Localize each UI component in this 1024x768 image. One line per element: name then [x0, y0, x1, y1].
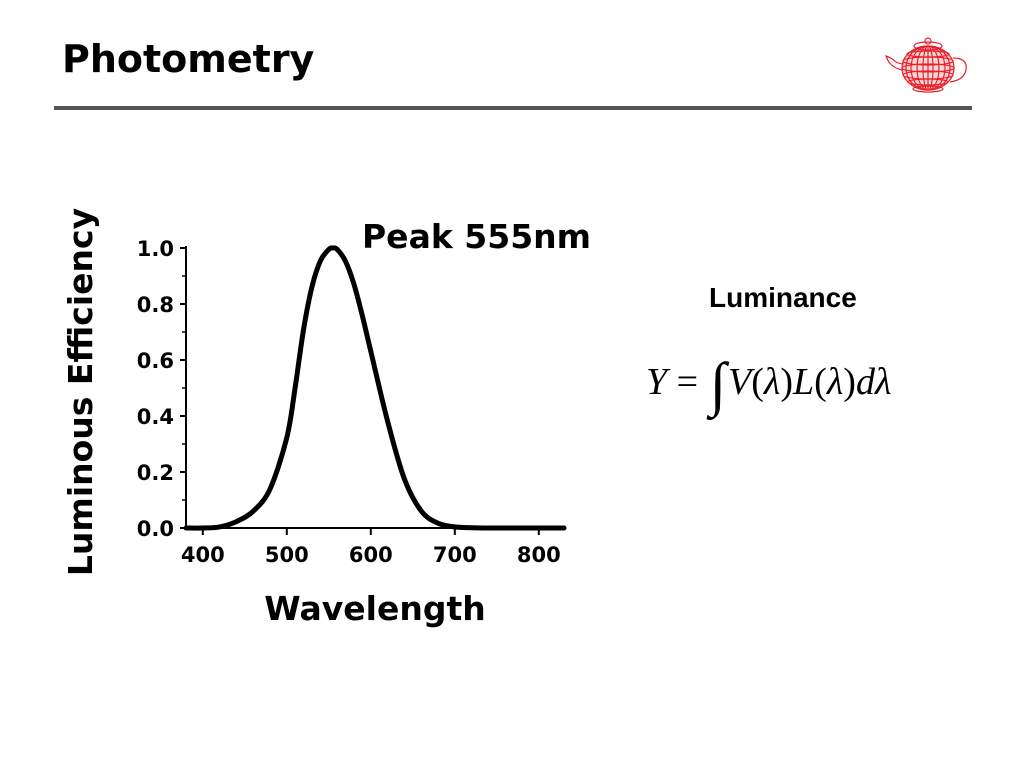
x-tick-label: 400	[181, 543, 225, 567]
formula-paren-open-1: (	[751, 361, 764, 403]
y-axis-label: Luminous Efficiency	[61, 208, 100, 576]
y-tick-label: 0.8	[137, 293, 174, 317]
formula-equals: =	[676, 361, 699, 403]
x-tick-label: 800	[517, 543, 561, 567]
x-axis-label: Wavelength	[264, 589, 485, 628]
formula-paren-close-2: )	[843, 361, 856, 403]
formula-paren-open-2: (	[814, 361, 827, 403]
luminous-efficiency-chart: 1.0 0.8 0.6 0.4 0.2 0.0 400 500 600 700 800 Peak …	[61, 208, 591, 628]
formula-lambda-3: λ	[874, 361, 892, 403]
series-line	[183, 245, 567, 531]
teapot-wireframe-icon	[885, 37, 967, 93]
luminance-label: Luminance	[709, 282, 857, 313]
y-tick-label: 0.0	[137, 517, 174, 541]
formula-V: V	[728, 361, 752, 403]
formula-Y: Y	[646, 361, 668, 403]
formula-paren-close-1: )	[780, 361, 794, 403]
x-tick-label: 600	[349, 543, 393, 567]
formula-lambda-1: λ	[763, 361, 781, 403]
y-tick-label: 0.2	[137, 461, 174, 485]
x-tick-label: 500	[265, 543, 309, 567]
y-tick-label: 0.6	[137, 349, 174, 373]
x-tick-label: 700	[433, 543, 477, 567]
y-tick-label: 0.4	[137, 405, 174, 429]
slide-title: Photometry	[62, 37, 315, 81]
peak-annotation: Peak 555nm	[362, 217, 591, 256]
y-tick-label: 1.0	[137, 237, 174, 261]
formula-L: L	[793, 361, 815, 403]
x-axis-ticks: 400 500 600 700 800	[181, 528, 561, 567]
y-axis-ticks: 1.0 0.8 0.6 0.4 0.2 0.0	[137, 237, 186, 541]
title-divider	[54, 106, 972, 110]
formula-d: d	[855, 361, 875, 403]
luminance-formula: Y = ∫V(λ)L(λ)dλ	[646, 351, 892, 417]
formula-lambda-2: λ	[826, 361, 844, 403]
